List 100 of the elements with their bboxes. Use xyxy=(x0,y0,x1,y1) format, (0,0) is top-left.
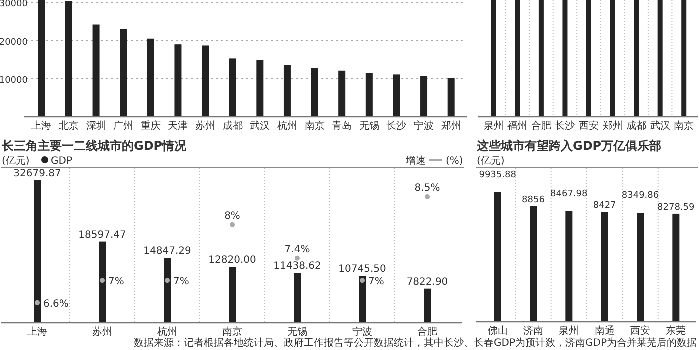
x-tick-label: 郑州 xyxy=(602,120,623,132)
bar xyxy=(366,73,373,117)
data-label: 8278.59 xyxy=(658,202,696,213)
data-label: 32679.87 xyxy=(14,168,62,180)
bar xyxy=(359,276,366,323)
bar xyxy=(34,180,41,323)
x-tick-label: 成都 xyxy=(222,120,243,132)
x-tick-label: 无锡 xyxy=(288,327,308,338)
bar xyxy=(164,258,171,323)
data-label: 14847.29 xyxy=(144,246,192,258)
data-label: 18597.47 xyxy=(78,230,126,241)
data-label: 7.4% xyxy=(284,244,310,256)
bar xyxy=(311,68,318,117)
chart-title: 长三角主要一二线城市的GDP情况 xyxy=(1,139,188,153)
y-axis-title: (亿元) xyxy=(2,156,30,167)
bar xyxy=(637,213,644,322)
y-tick-label: 20000 xyxy=(0,38,28,48)
data-label: 7822.90 xyxy=(406,276,448,288)
data-label: 7% xyxy=(368,276,384,288)
point xyxy=(295,256,300,261)
point xyxy=(360,278,365,284)
x-tick-label: 上海 xyxy=(32,120,52,132)
bar xyxy=(202,46,210,117)
data-label: 6.6% xyxy=(44,298,69,310)
x-tick-label: 宁波 xyxy=(352,326,372,338)
bar xyxy=(494,192,502,322)
x-tick-label: 青岛 xyxy=(332,120,352,132)
data-label: 8349.86 xyxy=(622,191,660,202)
data-label: 8856 xyxy=(522,195,546,206)
bar xyxy=(229,267,236,323)
bar xyxy=(294,273,301,323)
x-tick-label: 南京 xyxy=(674,120,694,132)
x-tick-label: 济南 xyxy=(524,325,544,337)
x-tick-label: 南通 xyxy=(594,325,615,337)
bar xyxy=(566,211,573,322)
x-tick-label: 西安 xyxy=(579,120,599,132)
x-tick-label: 长沙 xyxy=(555,120,576,132)
bar xyxy=(338,70,346,117)
data-label: 8467.98 xyxy=(550,189,588,200)
x-tick-label: 无锡 xyxy=(359,121,380,132)
bar xyxy=(530,206,537,322)
bar xyxy=(99,242,106,323)
chart-title: 这些城市有望跨入GDP万亿俱乐部 xyxy=(476,139,662,153)
x-tick-label: 武汉 xyxy=(650,120,670,132)
bar xyxy=(448,78,455,117)
x-tick-label: 苏州 xyxy=(92,326,112,338)
point xyxy=(230,222,235,228)
bar xyxy=(92,24,100,117)
x-tick-label: 南京 xyxy=(304,120,325,132)
y-axis-title: (亿元) xyxy=(477,156,505,167)
data-label: 12820.00 xyxy=(208,255,256,266)
bar xyxy=(65,1,72,117)
bar xyxy=(284,65,291,117)
x-tick-label: 重庆 xyxy=(140,120,161,132)
data-label: 8% xyxy=(224,210,240,222)
x-tick-label: 广州 xyxy=(114,120,134,132)
bar xyxy=(601,212,608,322)
x-tick-label: 深圳 xyxy=(86,120,106,132)
bar xyxy=(256,60,264,117)
x-tick-label: 泉州 xyxy=(559,325,580,337)
x-tick-label: 杭州 xyxy=(156,326,178,338)
data-label: 10745.50 xyxy=(338,264,386,276)
x-tick-label: 福州 xyxy=(508,120,528,132)
bar xyxy=(393,74,400,117)
bar xyxy=(424,288,431,323)
x-tick-label: 天津 xyxy=(168,120,188,132)
x-tick-label: 泉州 xyxy=(484,120,504,132)
data-label: 11438.62 xyxy=(274,261,322,272)
bar xyxy=(420,76,428,117)
point xyxy=(100,278,105,284)
bar xyxy=(174,44,182,117)
x-tick-label: 东莞 xyxy=(666,325,686,337)
bar xyxy=(229,58,236,117)
source-note: 数据来源：记者根据各地统计局、政府工作报告等公开数据统计，其中长沙、长春GDP为预计数，济南GDP为合并莱芜后的数据 xyxy=(134,337,697,349)
bar xyxy=(38,0,46,117)
x-tick-label: 长沙 xyxy=(386,120,407,132)
x-tick-label: 武汉 xyxy=(250,120,270,132)
x-tick-label: 成都 xyxy=(626,120,647,132)
text: 增速 xyxy=(405,155,426,167)
x-tick-label: 合肥 xyxy=(531,120,552,132)
point xyxy=(35,300,40,306)
bar xyxy=(672,214,680,322)
data-label: 8427 xyxy=(593,201,616,212)
legend-label: GDP xyxy=(51,156,72,167)
x-tick-label: 佛山 xyxy=(488,325,508,337)
data-label: 8.5% xyxy=(414,182,440,194)
x-tick-label: 宁波 xyxy=(414,120,434,132)
bar xyxy=(120,29,128,117)
data-label: 9935.88 xyxy=(479,170,517,180)
x-tick-label: 苏州 xyxy=(196,120,216,132)
data-label: 7% xyxy=(174,276,190,288)
x-tick-label: 上海 xyxy=(28,326,48,338)
point xyxy=(165,278,170,284)
point xyxy=(425,194,430,200)
x-tick-label: 南京 xyxy=(222,326,242,338)
x-tick-label: 合肥 xyxy=(418,326,438,338)
x-tick-label: 西安 xyxy=(630,325,650,337)
y-tick-label: 10000 xyxy=(0,76,28,86)
x-tick-label: 郑州 xyxy=(441,120,462,132)
x-tick-label: 北京 xyxy=(58,120,79,132)
